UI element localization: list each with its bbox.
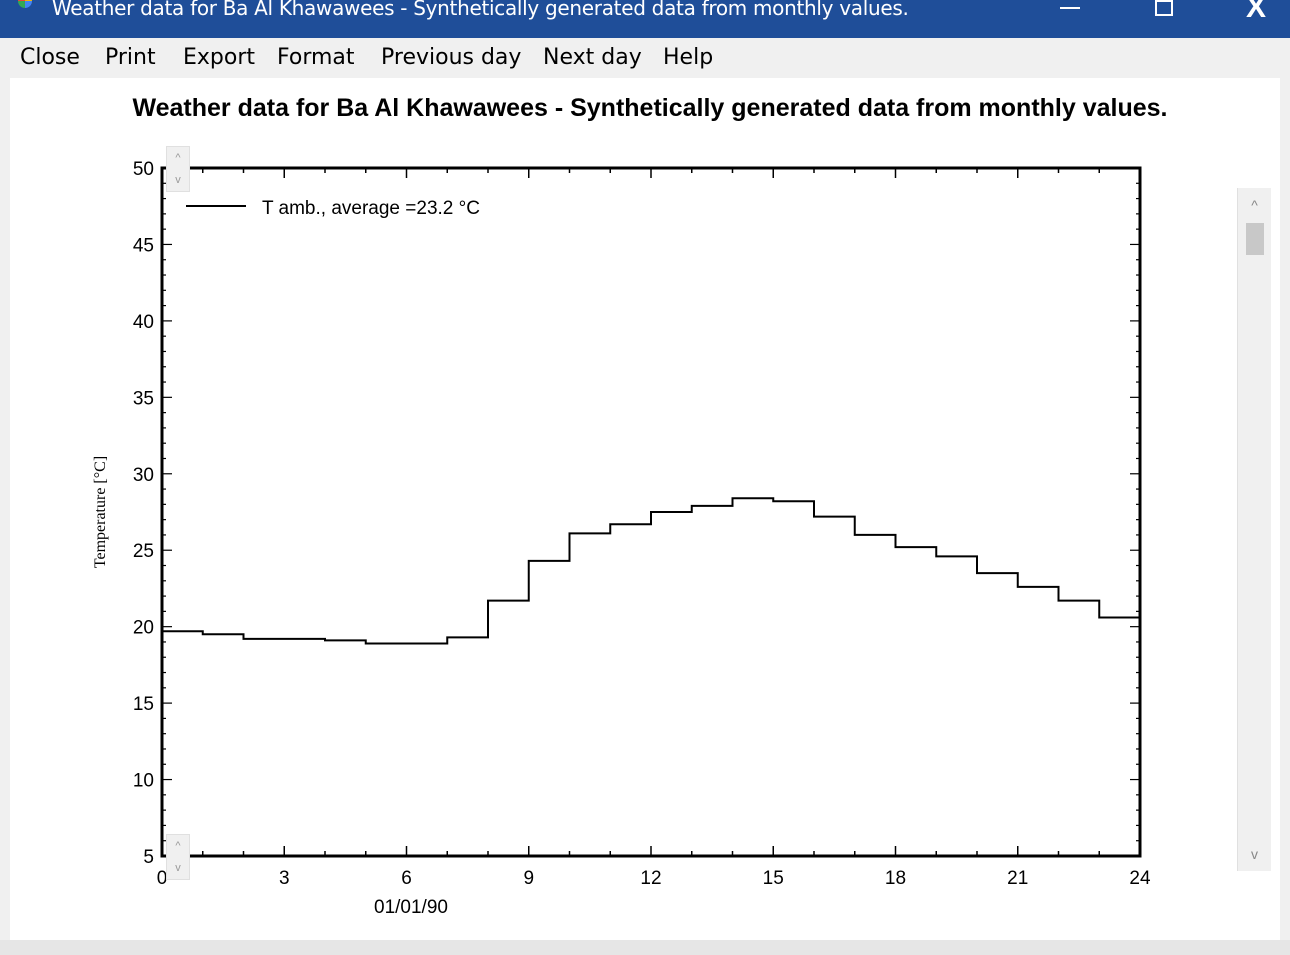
window-bottom-edge <box>0 940 1290 955</box>
y-tick-label: 40 <box>133 312 154 333</box>
y-tick-label: 50 <box>133 159 154 180</box>
y-tick-label: 45 <box>133 235 154 256</box>
chart-title: Weather data for Ba Al Khawawees - Synth… <box>132 94 1168 122</box>
y-tick-label: 30 <box>133 465 154 486</box>
x-tick-label: 15 <box>763 868 784 889</box>
x-tick-label: 6 <box>401 868 412 889</box>
minimize-button[interactable] <box>1040 0 1100 38</box>
maximize-icon <box>1155 0 1173 16</box>
y-tick-label: 5 <box>143 847 154 868</box>
close-icon: X <box>1245 0 1266 24</box>
maximize-button[interactable] <box>1134 0 1194 38</box>
window-title: Weather data for Ba Al Khawawees - Synth… <box>52 0 909 20</box>
legend-label: T amb., average =23.2 °C <box>262 198 480 219</box>
scroll-thumb[interactable] <box>1246 223 1264 255</box>
vertical-scrollbar[interactable]: ^ v <box>1237 188 1271 871</box>
y-max-spinner[interactable]: ^ v <box>166 146 190 192</box>
x-tick-label: 9 <box>523 868 534 889</box>
series-line-t-amb <box>162 497 1140 645</box>
close-window-button[interactable]: X <box>1226 0 1286 38</box>
x-tick-label: 12 <box>640 868 661 889</box>
x-tick-label: 24 <box>1129 868 1151 889</box>
y-min-spinner[interactable]: ^ v <box>166 834 190 880</box>
x-tick-label: 0 <box>157 868 168 889</box>
chevron-up-icon[interactable]: ^ <box>175 152 181 164</box>
chevron-down-icon[interactable]: v <box>175 862 181 874</box>
y-tick-label: 35 <box>133 388 154 409</box>
menu-next-day[interactable]: Next day <box>543 45 642 70</box>
menu-format[interactable]: Format <box>277 45 355 70</box>
y-tick-label: 25 <box>133 541 154 562</box>
y-tick-label: 10 <box>133 771 154 792</box>
app-icon <box>18 0 32 8</box>
x-tick-label: 18 <box>885 868 906 889</box>
minimize-icon <box>1060 7 1080 9</box>
menu-previous-day[interactable]: Previous day <box>381 45 522 70</box>
menu-print[interactable]: Print <box>105 45 156 70</box>
menu-bar: Close Print Export Format Previous day N… <box>0 38 1290 78</box>
x-axis-label: 01/01/90 <box>374 897 448 918</box>
title-bar: Weather data for Ba Al Khawawees - Synth… <box>0 0 1290 38</box>
chevron-up-icon[interactable]: ^ <box>175 840 181 852</box>
menu-close[interactable]: Close <box>20 45 80 70</box>
menu-help[interactable]: Help <box>663 45 714 70</box>
y-axis-label: Temperature [°C] <box>92 456 109 568</box>
scroll-down-arrow-icon[interactable]: v <box>1251 846 1258 862</box>
x-tick-label: 21 <box>1007 868 1028 889</box>
x-tick-label: 3 <box>279 868 290 889</box>
scroll-up-arrow-icon[interactable]: ^ <box>1251 197 1258 213</box>
menu-export[interactable]: Export <box>183 45 256 70</box>
y-tick-label: 20 <box>133 618 154 639</box>
chevron-down-icon[interactable]: v <box>175 174 181 186</box>
y-tick-label: 15 <box>133 694 154 715</box>
